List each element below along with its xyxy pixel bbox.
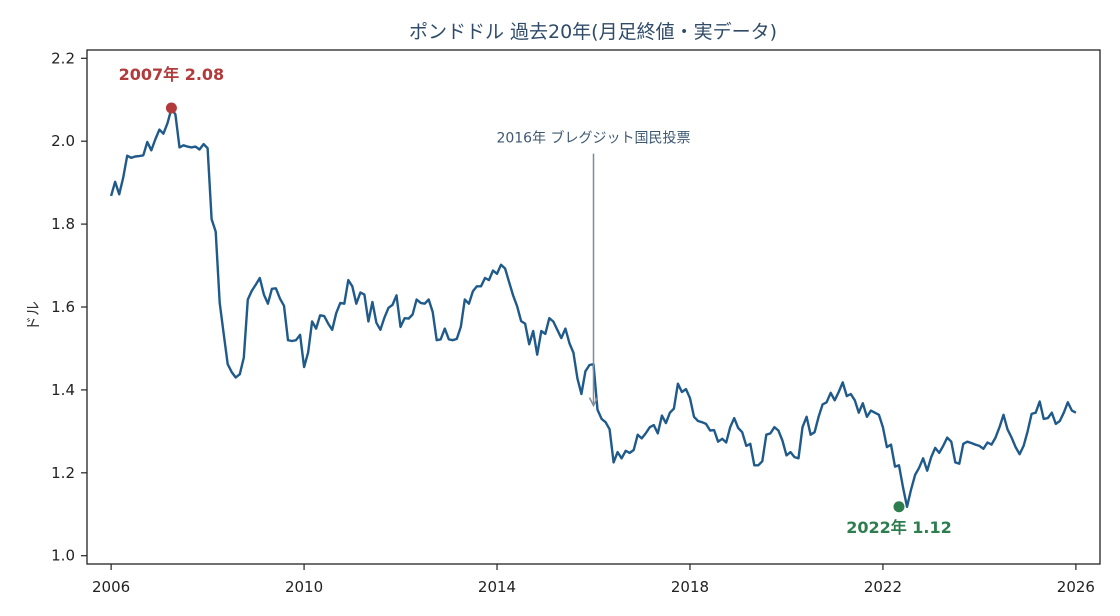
brexit-annotation: 2016年 ブレグジット国民投票 [496, 130, 691, 408]
y-tick-label: 2.0 [51, 132, 75, 150]
chart-title: ポンドドル 過去20年(月足終値・実データ) [409, 21, 777, 43]
x-tick-label: 2010 [285, 578, 323, 596]
x-tick-label: 2022 [864, 578, 902, 596]
x-axis: 2006 2010 2014 2018 2022 2026 [92, 564, 1095, 596]
x-tick-label: 2006 [92, 578, 130, 596]
y-tick-label: 1.8 [51, 215, 75, 233]
x-tick-label: 2018 [671, 578, 709, 596]
min-label: 2022年 1.12 [846, 518, 952, 537]
max-label: 2007年 2.08 [119, 65, 225, 84]
y-axis-label: ドル [24, 301, 42, 331]
y-tick-label: 2.2 [51, 49, 75, 67]
min-point [893, 501, 905, 513]
x-tick-label: 2026 [1057, 578, 1095, 596]
y-tick-label: 1.2 [51, 464, 75, 482]
max-point [165, 102, 177, 114]
y-axis: 1.0 1.2 1.4 1.6 1.8 2.0 2.2 [51, 49, 87, 565]
y-tick-label: 1.0 [51, 547, 75, 565]
brexit-label: 2016年 ブレグジット国民投票 [496, 130, 690, 147]
brexit-arrow-head [588, 397, 599, 408]
y-tick-label: 1.6 [51, 298, 75, 316]
x-tick-label: 2014 [478, 578, 516, 596]
y-tick-label: 1.4 [51, 381, 75, 399]
